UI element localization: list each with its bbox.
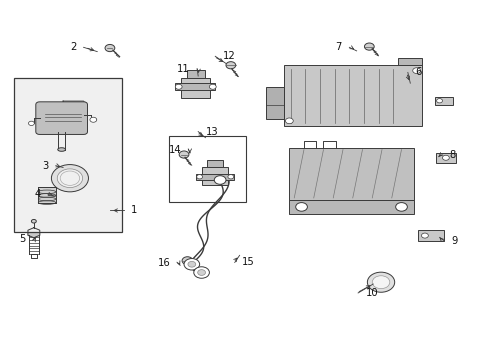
Circle shape xyxy=(51,165,88,192)
Circle shape xyxy=(183,258,199,270)
Circle shape xyxy=(214,176,225,184)
Circle shape xyxy=(225,62,235,69)
Text: 16: 16 xyxy=(157,258,170,268)
Circle shape xyxy=(197,270,205,275)
Circle shape xyxy=(193,267,209,278)
Circle shape xyxy=(285,118,293,124)
Circle shape xyxy=(364,43,373,50)
Text: 5: 5 xyxy=(20,234,26,244)
Bar xyxy=(266,87,284,119)
Circle shape xyxy=(209,84,216,89)
Text: 4: 4 xyxy=(34,189,41,199)
Text: 1: 1 xyxy=(131,206,138,216)
Circle shape xyxy=(182,257,192,265)
Bar xyxy=(168,136,245,202)
Bar xyxy=(186,70,204,78)
Bar xyxy=(397,58,422,65)
Circle shape xyxy=(187,261,195,267)
Circle shape xyxy=(105,44,115,51)
Bar xyxy=(435,153,455,163)
Bar xyxy=(289,148,413,200)
Circle shape xyxy=(90,117,97,122)
Bar xyxy=(417,230,444,241)
Circle shape xyxy=(442,155,448,160)
Bar xyxy=(181,78,210,98)
Text: 7: 7 xyxy=(335,42,341,52)
Text: 9: 9 xyxy=(451,236,457,246)
Bar xyxy=(175,83,215,90)
Text: 8: 8 xyxy=(448,150,455,160)
Polygon shape xyxy=(28,228,40,238)
Ellipse shape xyxy=(58,148,65,151)
Bar xyxy=(201,167,228,185)
FancyBboxPatch shape xyxy=(36,102,87,134)
Circle shape xyxy=(371,276,389,289)
Circle shape xyxy=(31,220,36,223)
Circle shape xyxy=(421,233,427,238)
Text: 3: 3 xyxy=(42,161,48,171)
Bar xyxy=(283,65,422,126)
Circle shape xyxy=(227,175,233,179)
Text: 11: 11 xyxy=(177,64,189,74)
Text: 6: 6 xyxy=(414,67,421,77)
Text: 14: 14 xyxy=(168,144,181,154)
Circle shape xyxy=(295,203,307,211)
Bar xyxy=(434,97,452,105)
Bar xyxy=(38,187,56,203)
Bar xyxy=(289,200,413,214)
Polygon shape xyxy=(63,101,86,110)
Circle shape xyxy=(395,203,407,211)
Text: 12: 12 xyxy=(222,51,235,61)
Circle shape xyxy=(366,272,394,292)
Circle shape xyxy=(436,99,442,103)
Circle shape xyxy=(196,175,202,179)
Circle shape xyxy=(57,169,82,188)
Bar xyxy=(195,174,233,180)
Bar xyxy=(14,78,122,232)
Text: 2: 2 xyxy=(70,42,76,52)
Text: 13: 13 xyxy=(205,127,218,136)
Bar xyxy=(207,160,223,167)
Circle shape xyxy=(412,68,420,73)
Circle shape xyxy=(179,151,188,158)
Text: 15: 15 xyxy=(242,257,254,267)
Circle shape xyxy=(28,121,34,126)
Circle shape xyxy=(175,84,182,89)
Text: 10: 10 xyxy=(365,288,377,298)
